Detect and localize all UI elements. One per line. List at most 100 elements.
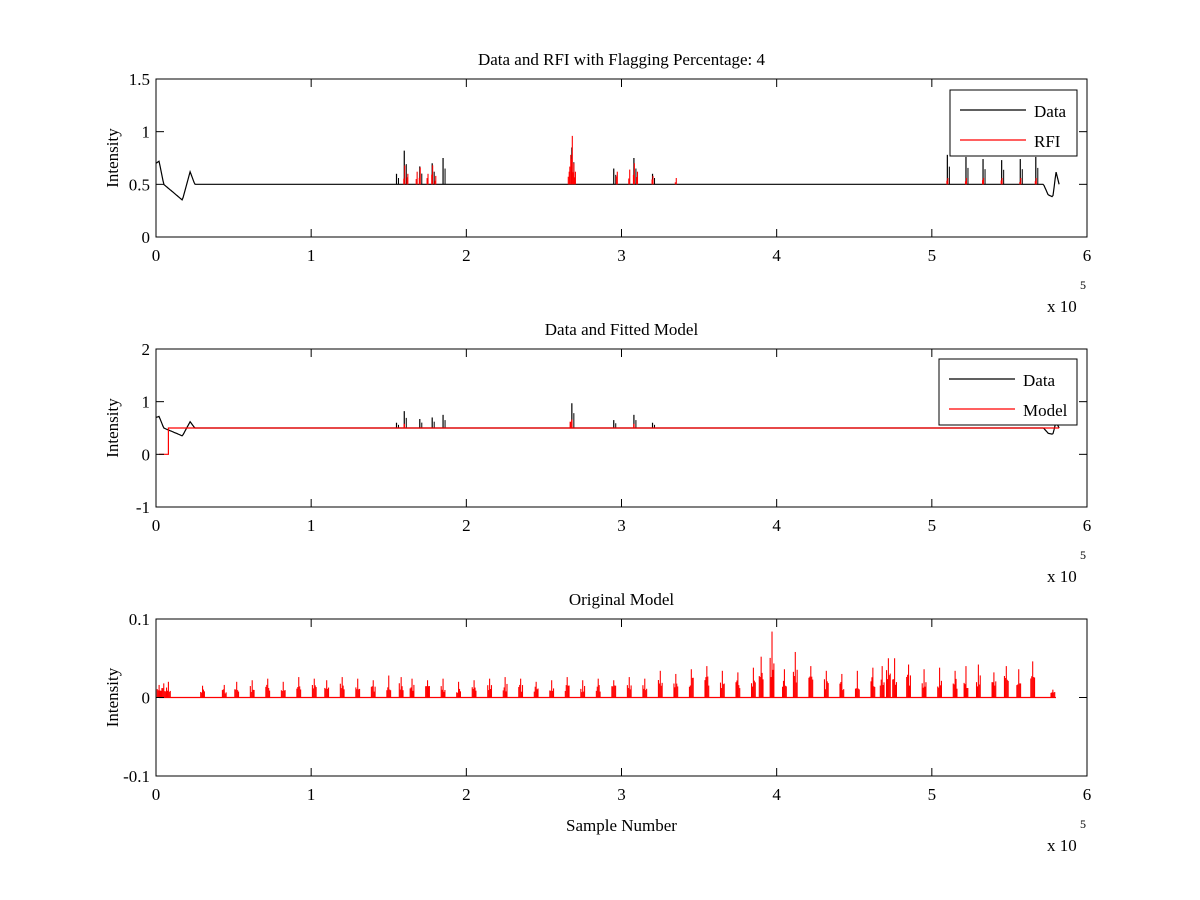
spike-9 [570, 135, 573, 185]
y-tick-label: 0 [142, 445, 151, 464]
spike-19 [964, 178, 967, 185]
spike-43 [792, 651, 798, 698]
chart-title: Data and RFI with Flagging Percentage: 4 [478, 50, 766, 69]
y-tick-label: 0 [142, 228, 151, 247]
y-tick-label: 0 [142, 689, 151, 708]
spike-34 [673, 673, 679, 698]
y-axis-label: Intensity [103, 128, 122, 188]
x-tick-label: 5 [928, 516, 937, 535]
spike-48 [870, 667, 876, 698]
spike-22 [487, 678, 493, 698]
x-tick-label: 1 [307, 785, 316, 804]
spike-60 [1016, 669, 1022, 698]
spike-1 [406, 173, 409, 185]
x-tick-label: 2 [462, 246, 471, 265]
x-tick-label: 0 [152, 785, 161, 804]
spike-16 [651, 175, 654, 185]
x-tick-label: 4 [772, 246, 781, 265]
spike-37 [719, 670, 725, 698]
spike-11 [324, 680, 330, 698]
spike-28 [580, 680, 586, 698]
y-tick-label: 2 [142, 340, 151, 359]
spike-55 [952, 670, 958, 698]
x-tick-label: 4 [772, 516, 781, 535]
x-tick-label: 1 [307, 246, 316, 265]
y-axis-label: Intensity [103, 398, 122, 458]
plot-lines [156, 631, 1056, 699]
spike-2 [415, 171, 418, 185]
spike-15 [636, 171, 639, 185]
y-axis-label: Intensity [103, 667, 122, 727]
spike-24 [518, 678, 524, 698]
spike-3 [418, 167, 421, 185]
spike-26 [549, 680, 555, 698]
spike-10 [311, 678, 317, 698]
plot-lines [156, 135, 1060, 201]
y-tick-label: 0.5 [129, 175, 150, 194]
spike-33 [657, 670, 663, 698]
spike-17 [674, 178, 677, 185]
spike-52 [906, 664, 911, 698]
legend-label-data: Data [1034, 102, 1067, 121]
spike-23 [1034, 178, 1037, 185]
y-tick-label: 1 [142, 123, 151, 142]
x-tick-label: 0 [152, 516, 161, 535]
spike-51 [892, 658, 898, 698]
spike-1 [161, 683, 167, 698]
spike-17 [409, 678, 415, 698]
spike-21 [1000, 178, 1003, 185]
x-axis-label: Sample Number [566, 816, 677, 835]
chart-title: Data and Fitted Model [545, 320, 699, 339]
spike-25 [533, 681, 539, 698]
x-tick-label: 5 [928, 246, 937, 265]
spike-40 [758, 656, 764, 698]
spike-57 [975, 664, 981, 698]
y-tick-label: -0.1 [123, 767, 150, 786]
spike-8 [280, 681, 286, 698]
legend-label-model: Model [1023, 401, 1068, 420]
spike-27 [564, 677, 570, 698]
x-tick-label: 6 [1083, 246, 1092, 265]
x-axis-multiplier: x 10 [1047, 567, 1077, 586]
spike-61 [1030, 661, 1036, 698]
spike-53 [921, 669, 927, 698]
spike-32 [642, 678, 648, 698]
y-tick-label: -1 [136, 498, 150, 517]
x-tick-label: 6 [1083, 785, 1092, 804]
spike-35 [688, 669, 694, 698]
spike-16 [398, 677, 404, 698]
x-tick-label: 6 [1083, 516, 1092, 535]
spike-31 [626, 677, 632, 698]
spike-50 [885, 658, 891, 698]
chart-title: Original Model [569, 590, 675, 609]
spike-47 [854, 670, 860, 698]
legend: Data Model [938, 358, 1078, 426]
spike-11 [573, 171, 576, 185]
spike-39 [750, 667, 756, 698]
spike-3 [200, 685, 205, 698]
spike-23 [502, 677, 508, 698]
spike-7 [567, 171, 570, 185]
x-tick-label: 1 [307, 516, 316, 535]
x-axis-multiplier: x 10 [1047, 836, 1077, 855]
legend: Data RFI [949, 89, 1078, 157]
spike-44 [808, 666, 814, 698]
x-tick-label: 5 [928, 785, 937, 804]
x-tick-label: 2 [462, 785, 471, 804]
spike-18 [946, 178, 949, 185]
x-axis-multiplier-exponent: 5 [1080, 817, 1086, 831]
spike-0 [403, 165, 406, 185]
spike-6 [434, 175, 437, 185]
x-tick-label: 3 [617, 246, 626, 265]
spike-19 [440, 678, 446, 698]
x-axis-multiplier-exponent: 5 [1080, 548, 1086, 562]
spike-36 [704, 666, 710, 698]
spike-20 [456, 681, 461, 698]
x-tick-label: 3 [617, 516, 626, 535]
y-tick-label: 1 [142, 393, 151, 412]
spike-5 [234, 681, 240, 698]
spike-54 [937, 667, 943, 698]
legend-label-rfi: RFI [1034, 132, 1061, 151]
